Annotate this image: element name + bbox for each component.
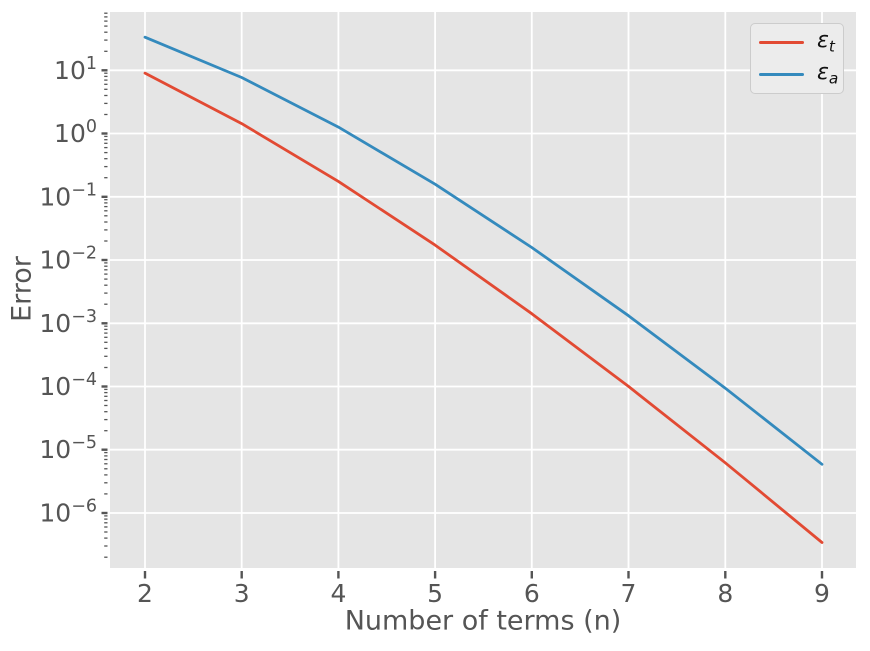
legend-label-epsilon_a: εa (817, 59, 839, 88)
svg-text:101: 101 (54, 54, 97, 85)
svg-text:100: 100 (54, 117, 97, 148)
series-epsilon_a-line (143, 35, 824, 466)
legend-swatch-epsilon_t (759, 41, 804, 45)
y-minor-ticks (104, 12, 108, 558)
svg-text:10−4: 10−4 (39, 370, 97, 401)
legend-item-epsilon_t: εt (759, 30, 843, 55)
svg-text:9: 9 (814, 579, 830, 608)
gridlines (110, 12, 856, 568)
y-major-ticks (101, 69, 108, 515)
svg-text:8: 8 (717, 579, 733, 608)
legend-swatch-epsilon_a (759, 72, 804, 76)
svg-text:5: 5 (427, 579, 443, 608)
svg-text:2: 2 (137, 579, 153, 608)
x-axis-label: Number of terms (n) (344, 605, 622, 637)
legend-label-epsilon_t: εt (817, 28, 835, 56)
plot-area (110, 12, 856, 568)
series-epsilon_t-line (143, 71, 824, 544)
svg-text:7: 7 (621, 579, 637, 608)
svg-text:4: 4 (330, 579, 346, 608)
svg-text:10−2: 10−2 (39, 244, 97, 275)
y-tick-labels: 101 100 10−1 10−2 10−3 10−4 10−5 10−6 (39, 54, 97, 528)
svg-text:3: 3 (234, 579, 250, 608)
svg-text:6: 6 (524, 579, 540, 608)
svg-text:10−5: 10−5 (39, 433, 97, 464)
legend-item-epsilon_a: εa (759, 59, 843, 88)
svg-text:10−1: 10−1 (39, 180, 97, 211)
svg-text:10−3: 10−3 (39, 307, 97, 338)
x-ticks (143, 571, 824, 579)
svg-text:10−6: 10−6 (39, 497, 97, 528)
legend: εt εa (750, 23, 844, 94)
y-axis-label: Error (6, 256, 38, 322)
x-tick-labels: 2 3 4 5 6 7 8 9 (137, 579, 830, 608)
